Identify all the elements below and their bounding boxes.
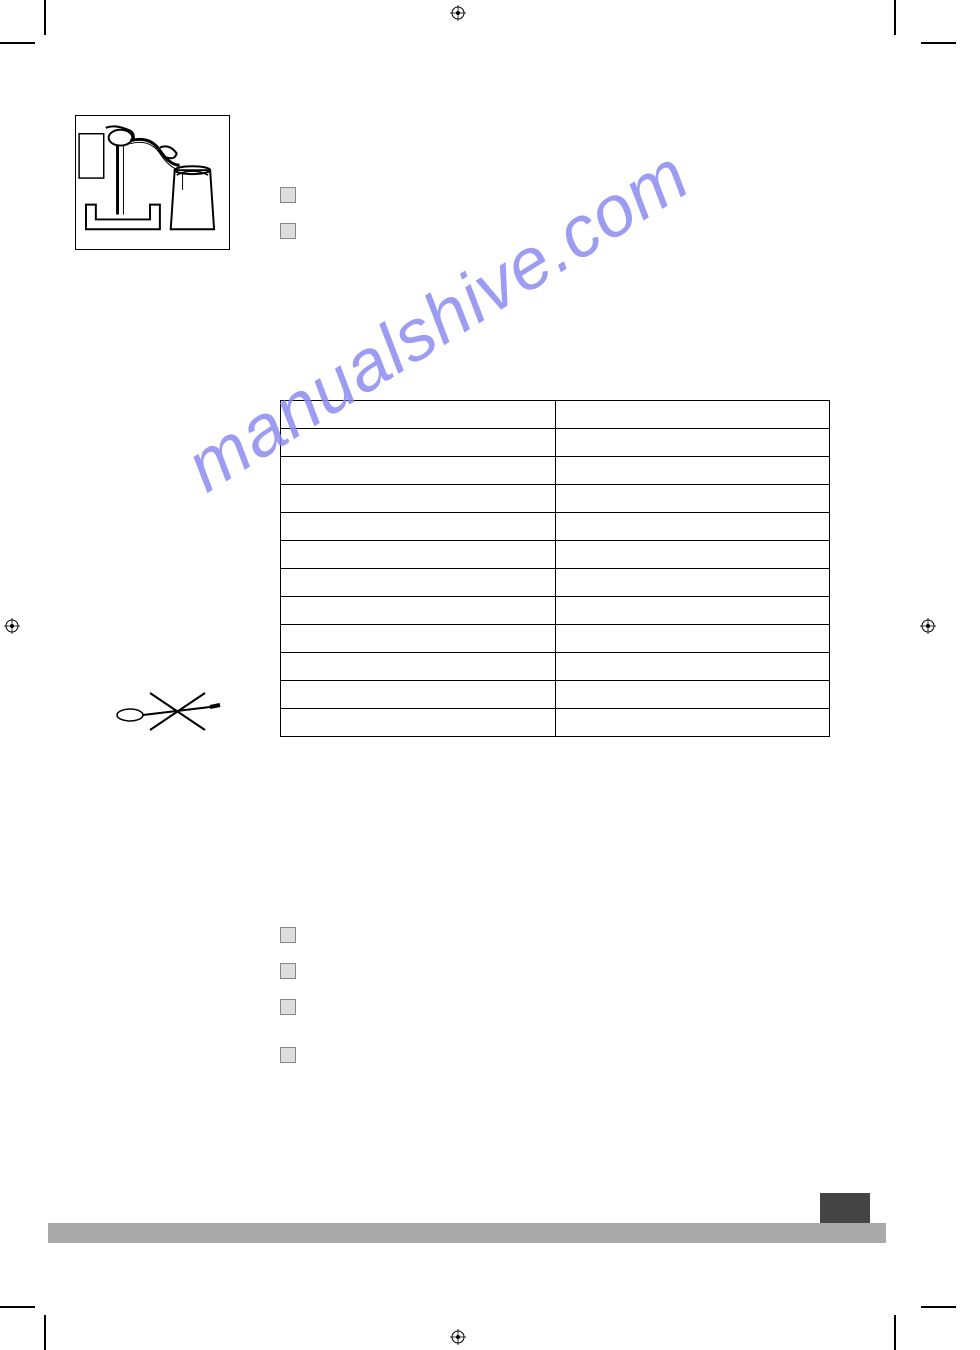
crop-mark (44, 1315, 46, 1350)
crop-mark (921, 1306, 956, 1308)
registration-mark-icon (450, 1329, 466, 1345)
list-item (280, 221, 830, 239)
table-row (281, 653, 830, 681)
crop-mark (894, 0, 896, 35)
table-row (281, 541, 830, 569)
page-tab (820, 1193, 870, 1223)
table-row (281, 681, 830, 709)
registration-mark-icon (4, 618, 20, 634)
footer-bar (48, 1223, 886, 1243)
registration-mark-icon (450, 5, 466, 21)
list-item (280, 925, 830, 943)
list-item (280, 1045, 830, 1063)
table-row (281, 625, 830, 653)
bullet-list-bottom (280, 925, 830, 1081)
table-row (281, 457, 830, 485)
bullet-icon (280, 999, 296, 1015)
data-table (280, 400, 830, 737)
bullet-icon (280, 927, 296, 943)
table-row (281, 569, 830, 597)
bullet-icon (280, 187, 296, 203)
table-row (281, 709, 830, 737)
tool-crossed-icon (115, 685, 225, 740)
crop-mark (921, 42, 956, 44)
crop-mark (44, 0, 46, 35)
list-item (280, 997, 830, 1015)
bullet-icon (280, 223, 296, 239)
list-item (280, 961, 830, 979)
list-item (280, 185, 830, 203)
crop-mark (0, 42, 35, 44)
table-row (281, 513, 830, 541)
bullet-icon (280, 963, 296, 979)
table-row (281, 597, 830, 625)
table-row (281, 485, 830, 513)
table-row (281, 429, 830, 457)
table-row (281, 401, 830, 429)
registration-mark-icon (920, 618, 936, 634)
pump-illustration (75, 115, 230, 250)
crop-mark (0, 1306, 35, 1308)
bullet-icon (280, 1047, 296, 1063)
crop-mark (894, 1315, 896, 1350)
bullet-list-top (280, 185, 830, 257)
